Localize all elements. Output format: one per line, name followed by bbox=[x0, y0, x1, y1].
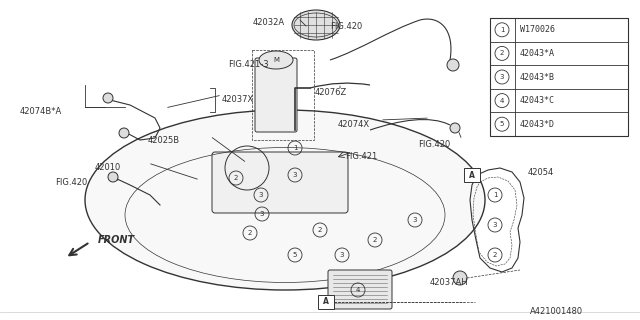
Circle shape bbox=[450, 123, 460, 133]
Text: 42010: 42010 bbox=[95, 163, 121, 172]
Text: 42074X: 42074X bbox=[338, 120, 370, 129]
Circle shape bbox=[108, 172, 118, 182]
Text: FRONT: FRONT bbox=[98, 235, 135, 245]
Bar bbox=[464, 168, 480, 182]
Ellipse shape bbox=[85, 110, 485, 290]
Text: 42043*D: 42043*D bbox=[520, 120, 555, 129]
Circle shape bbox=[453, 271, 467, 285]
Text: W170026: W170026 bbox=[520, 25, 555, 34]
Text: 3: 3 bbox=[500, 74, 504, 80]
Bar bbox=[490, 18, 628, 136]
Bar bbox=[252, 50, 314, 140]
Text: 4: 4 bbox=[500, 98, 504, 104]
Text: 3: 3 bbox=[292, 172, 297, 178]
Text: 42037AH: 42037AH bbox=[430, 278, 468, 287]
Text: A421001480: A421001480 bbox=[530, 307, 583, 316]
Circle shape bbox=[447, 59, 459, 71]
Text: FIG.420: FIG.420 bbox=[55, 178, 87, 187]
Text: 42037X: 42037X bbox=[222, 95, 254, 104]
Text: 2: 2 bbox=[248, 230, 252, 236]
Text: A: A bbox=[469, 171, 475, 180]
Text: 2: 2 bbox=[500, 50, 504, 56]
Text: 42074B*A: 42074B*A bbox=[20, 107, 62, 116]
Ellipse shape bbox=[292, 10, 340, 40]
Text: 3: 3 bbox=[493, 222, 497, 228]
Text: 3: 3 bbox=[340, 252, 344, 258]
Text: 42076Z: 42076Z bbox=[315, 88, 348, 97]
Text: 2: 2 bbox=[318, 227, 322, 233]
Text: 1: 1 bbox=[493, 192, 497, 198]
FancyBboxPatch shape bbox=[255, 58, 297, 132]
Text: 42043*A: 42043*A bbox=[520, 49, 555, 58]
Text: 2: 2 bbox=[234, 175, 238, 181]
Circle shape bbox=[103, 93, 113, 103]
Text: FIG.421-3: FIG.421-3 bbox=[228, 60, 269, 69]
Text: 3: 3 bbox=[260, 211, 264, 217]
Bar bbox=[318, 295, 334, 309]
Ellipse shape bbox=[259, 51, 293, 69]
Text: 3: 3 bbox=[259, 192, 263, 198]
Text: 5: 5 bbox=[293, 252, 297, 258]
Text: 42043*C: 42043*C bbox=[520, 96, 555, 105]
FancyBboxPatch shape bbox=[328, 270, 392, 309]
Text: 42054: 42054 bbox=[528, 168, 554, 177]
Text: A: A bbox=[323, 298, 329, 307]
Text: 1: 1 bbox=[292, 145, 297, 151]
Text: 3: 3 bbox=[413, 217, 417, 223]
Text: 2: 2 bbox=[373, 237, 377, 243]
Text: 42043*B: 42043*B bbox=[520, 73, 555, 82]
Text: FIG.421: FIG.421 bbox=[345, 152, 377, 161]
Text: 4: 4 bbox=[356, 287, 360, 293]
Text: FIG.420: FIG.420 bbox=[418, 140, 451, 149]
Text: 2: 2 bbox=[493, 252, 497, 258]
Text: 5: 5 bbox=[500, 121, 504, 127]
Circle shape bbox=[119, 128, 129, 138]
Text: 42025B: 42025B bbox=[148, 136, 180, 145]
FancyBboxPatch shape bbox=[212, 152, 348, 213]
Text: FIG.420: FIG.420 bbox=[330, 22, 362, 31]
Text: M: M bbox=[273, 57, 279, 63]
Text: 42032A: 42032A bbox=[253, 18, 285, 27]
Text: 1: 1 bbox=[500, 27, 504, 33]
